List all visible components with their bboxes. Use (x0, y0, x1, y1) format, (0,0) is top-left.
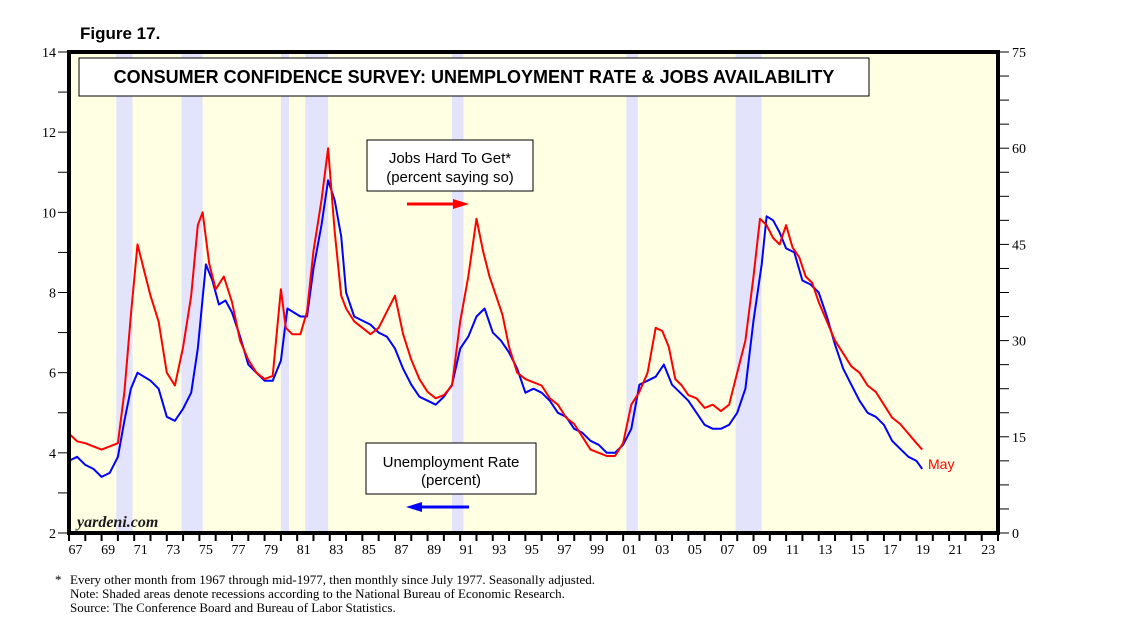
legend-jobs-line2: (percent saying so) (386, 169, 514, 186)
footnote-line: Every other month from 1967 through mid-… (70, 572, 595, 587)
figure-label: Figure 17. (80, 24, 161, 43)
x-tick-label: 09 (753, 543, 767, 558)
left-tick-label: 2 (49, 527, 56, 542)
right-tick-label: 30 (1012, 335, 1026, 350)
footnote-star: * (55, 572, 62, 587)
right-arrow-icon (407, 199, 469, 209)
left-tick-label: 4 (49, 447, 56, 462)
x-tick-label: 21 (949, 543, 963, 558)
chart-title: CONSUMER CONFIDENCE SURVEY: UNEMPLOYMENT… (114, 67, 835, 87)
x-tick-label: 89 (427, 543, 441, 558)
legend-unemp-line1: Unemployment Rate (383, 454, 520, 471)
legend-unemployment-rate: Unemployment Rate (percent) (365, 442, 537, 512)
x-tick-label: 97 (557, 543, 571, 558)
left-axis: 2 4 6 8 10 12 14 (42, 46, 69, 542)
footnote-line: Note: Shaded areas denote recessions acc… (70, 586, 565, 601)
footnote-line: Source: The Conference Board and Bureau … (70, 600, 396, 615)
recession-band (626, 52, 638, 533)
left-tick-label: 8 (49, 287, 56, 302)
x-tick-label: 03 (655, 543, 669, 558)
x-tick-label: 71 (134, 543, 148, 558)
x-tick-label: 81 (297, 543, 311, 558)
x-tick-label: 11 (786, 543, 799, 558)
recession-band (280, 52, 290, 533)
x-tick-label: 05 (688, 543, 702, 558)
left-tick-label: 10 (42, 206, 56, 221)
recession-band (305, 52, 329, 533)
x-tick-label: 17 (883, 543, 897, 558)
title-box: CONSUMER CONFIDENCE SURVEY: UNEMPLOYMENT… (78, 57, 870, 97)
series-lines (68, 147, 924, 478)
x-tick-label: 91 (460, 543, 474, 558)
x-tick-label: 93 (492, 543, 506, 558)
recession-bands (116, 52, 762, 533)
left-tick-label: 14 (42, 46, 56, 61)
x-axis: 67 69 71 73 75 77 79 81 83 85 87 89 91 93 95 97 99 01 03 05… (68, 533, 999, 558)
x-tick-label: 73 (166, 543, 180, 558)
plot-frame (67, 50, 1000, 535)
x-tick-label: 77 (232, 543, 246, 558)
legend-unemp-line2: (percent) (421, 472, 481, 489)
series-line-jobs-hard-to-get (68, 147, 923, 457)
right-tick-label: 75 (1012, 46, 1026, 61)
x-tick-label: 19 (916, 543, 930, 558)
right-tick-label: 60 (1012, 142, 1026, 157)
recession-band (116, 52, 133, 533)
right-tick-label: 0 (1012, 527, 1019, 542)
x-tick-label: 85 (362, 543, 376, 558)
left-tick-label: 12 (42, 126, 56, 141)
x-tick-label: 13 (818, 543, 832, 558)
watermark: yardeni.com (75, 514, 158, 531)
x-tick-label: 07 (720, 543, 734, 558)
x-tick-label: 95 (525, 543, 539, 558)
legend-jobs-hard-to-get: Jobs Hard To Get* (percent saying so) (366, 139, 534, 209)
series-line-unemployment-rate (68, 179, 924, 478)
left-tick-label: 6 (49, 367, 56, 382)
x-tick-label: 99 (590, 543, 604, 558)
right-tick-label: 15 (1012, 431, 1026, 446)
x-tick-label: 23 (981, 543, 995, 558)
x-tick-label: 79 (264, 543, 278, 558)
x-tick-label: 83 (329, 543, 343, 558)
x-tick-label: 15 (851, 543, 865, 558)
recession-band (452, 52, 464, 533)
legend-jobs-line1: Jobs Hard To Get* (389, 150, 511, 167)
right-axis: 0 15 30 45 60 75 (998, 46, 1026, 542)
x-tick-label: 87 (394, 543, 408, 558)
end-label-may: May (928, 456, 954, 472)
left-arrow-icon (406, 502, 469, 512)
right-tick-label: 45 (1012, 238, 1026, 253)
x-tick-label: 01 (623, 543, 637, 558)
x-tick-label: 69 (101, 543, 115, 558)
x-tick-label: 75 (199, 543, 213, 558)
footnotes: * Every other month from 1967 through mi… (55, 573, 595, 615)
x-tick-label: 67 (69, 543, 83, 558)
